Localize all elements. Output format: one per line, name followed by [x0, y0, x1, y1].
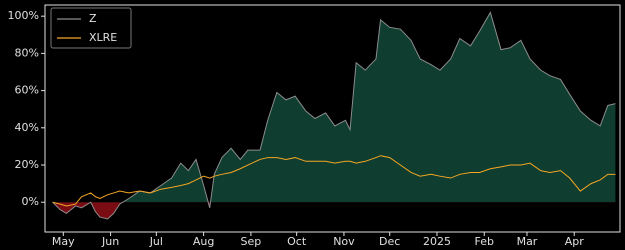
legend-label: XLRE: [89, 31, 117, 44]
y-tick-label: 0%: [22, 195, 39, 208]
area-positive: [122, 12, 616, 203]
x-tick-label: Dec: [379, 235, 400, 248]
series-line: [52, 11, 616, 220]
x-tick-label: Oct: [287, 235, 307, 248]
y-tick-label: 60%: [15, 84, 39, 97]
x-tick-label: 2025: [423, 235, 451, 248]
x-tick-label: Apr: [565, 235, 585, 248]
x-tick-label: May: [52, 235, 75, 248]
y-tick-label: 80%: [15, 46, 39, 59]
x-tick-label: Jul: [149, 235, 163, 248]
legend-label: Z: [89, 12, 97, 25]
plot-frame: [44, 4, 621, 233]
x-tick-label: Sep: [241, 235, 262, 248]
y-tick-label: 20%: [15, 158, 39, 171]
y-tick-label: 40%: [15, 121, 39, 134]
y-tick-label: 100%: [8, 9, 39, 22]
x-tick-label: Jun: [101, 235, 119, 248]
x-tick-label: Mar: [517, 235, 538, 248]
x-tick-label: Aug: [193, 235, 214, 248]
x-tick-label: Nov: [333, 235, 355, 248]
x-tick-label: Feb: [475, 235, 494, 248]
series-line: [52, 155, 616, 207]
